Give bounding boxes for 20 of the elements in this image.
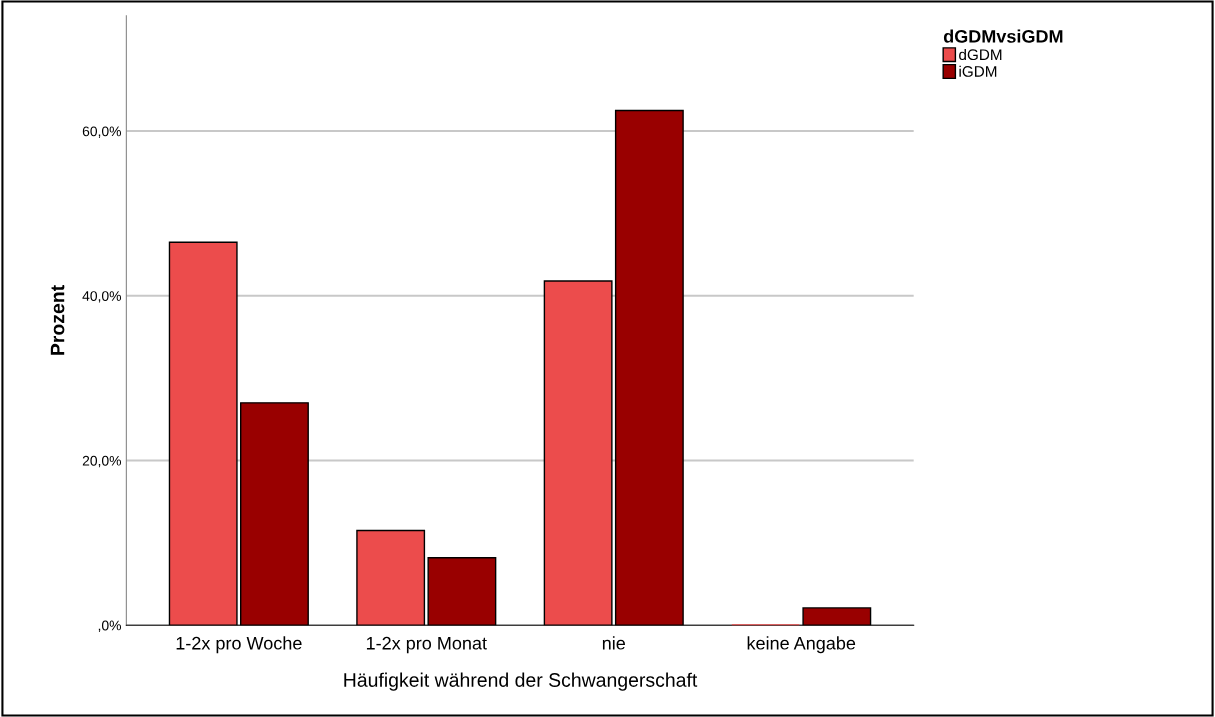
legend-label: iGDM [959,65,997,77]
bar [802,607,872,626]
x-tick-label: keine Angabe [747,636,856,654]
y-tick-label: 40,0% [82,291,122,303]
legend-title: dGDMvsiGDM [943,29,1063,43]
legend-label: dGDM [959,48,1002,61]
bar [614,109,684,626]
y-tick-label: 60,0% [82,126,122,138]
x-tick-label: nie [602,636,625,650]
y-tick-label: ,0% [98,620,122,633]
x-tick-label: 1-2x pro Monat [366,636,487,654]
y-tick-label: 20,0% [82,455,122,468]
x-tick-label: 1-2x pro Woche [176,636,302,654]
x-axis-title: Häufigkeit während der Schwangerschaft [344,672,698,691]
bar [356,529,426,626]
bar [427,556,497,626]
bar [240,402,309,626]
y-axis-title: Prozent [50,285,65,355]
bar [543,280,613,626]
bar [168,241,238,626]
